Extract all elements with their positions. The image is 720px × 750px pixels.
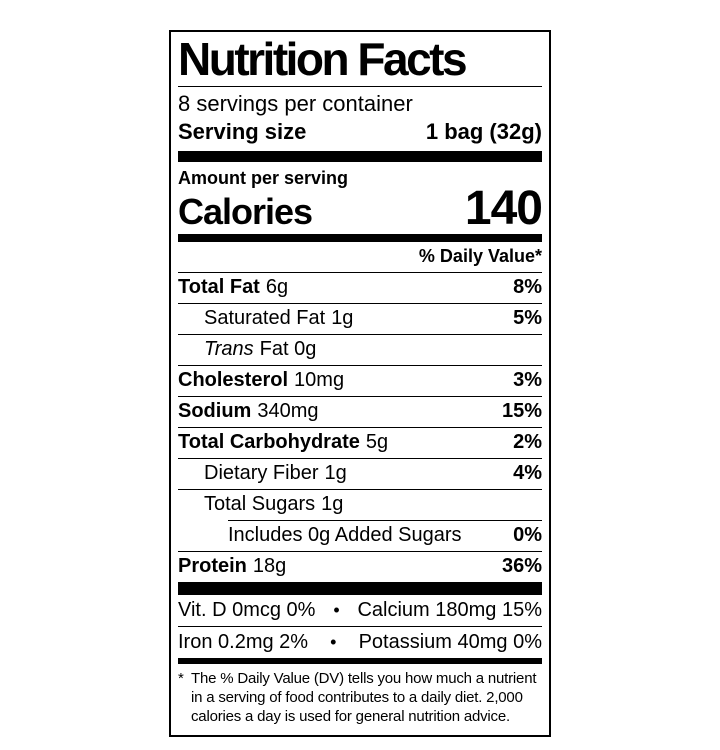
nutrient-row-added-sugars: Includes 0g Added Sugars 0% [178, 520, 542, 551]
nutrient-rows: Total Fat 6g 8% Saturated Fat 1g 5% Tran… [178, 272, 542, 582]
nutrient-name: Protein [178, 555, 247, 578]
nutrient-amount: 340mg [257, 400, 319, 423]
nutrient-name: Includes 0g Added Sugars [228, 524, 462, 547]
serving-size-row: Serving size 1 bag (32g) [178, 117, 542, 151]
footnote-text: The % Daily Value (DV) tells you how muc… [191, 670, 537, 726]
nutrient-row-sodium: Sodium 340mg 15% [178, 396, 542, 427]
nutrient-dv: 8% [513, 276, 542, 299]
nutrient-dv: 4% [513, 462, 542, 485]
nutrient-amount: 6g [265, 276, 289, 299]
potassium-value: Potassium 40mg 0% [358, 631, 542, 654]
nutrient-row-trans-fat: Trans Fat 0g [178, 334, 542, 365]
nutrient-dv: 15% [501, 400, 542, 423]
nutrient-amount: 1g [324, 462, 347, 485]
nutrient-dv: 36% [501, 555, 542, 578]
amount-per-serving-label: Amount per serving [178, 168, 349, 189]
nutrient-amount: 1g [321, 493, 344, 516]
daily-value-header: % Daily Value* [418, 246, 542, 267]
nutrient-dv: 0% [513, 524, 542, 547]
serving-size-label: Serving size [178, 119, 307, 145]
nutrient-amount: 1g [331, 307, 354, 330]
footnote: * The % Daily Value (DV) tells you how m… [178, 664, 542, 729]
nutrient-amount: Fat 0g [259, 338, 317, 361]
nutrient-name: Total Sugars [204, 493, 316, 516]
iron-value: Iron 0.2mg 2% [178, 631, 309, 654]
serving-size-value: 1 bag (32g) [425, 119, 542, 145]
section-divider-thick [178, 151, 542, 163]
nutrient-amount: 10mg [294, 369, 345, 392]
added-sugars-inner: Includes 0g Added Sugars 0% [228, 520, 542, 551]
nutrient-name: Cholesterol [178, 369, 289, 392]
nutrient-name: Saturated Fat [204, 307, 326, 330]
calories-label: Calories [178, 191, 313, 233]
nutrient-name: Total Fat [178, 276, 260, 299]
nutrient-dv: 3% [513, 369, 542, 392]
bullet-separator: • [333, 600, 340, 621]
section-divider-footnote [178, 658, 542, 665]
section-divider-medium [178, 234, 542, 243]
micronutrient-row-2: Iron 0.2mg 2% • Potassium 40mg 0% [178, 626, 542, 658]
nutrient-amount: 5g [365, 431, 389, 454]
nutrient-dv: 5% [513, 307, 542, 330]
nutrient-row-cholesterol: Cholesterol 10mg 3% [178, 365, 542, 396]
nutrient-name: Total Carbohydrate [178, 431, 360, 454]
footnote-marker: * [178, 670, 184, 688]
micronutrient-row-1: Vit. D 0mcg 0% • Calcium 180mg 15% [178, 595, 542, 626]
nutrition-facts-label: Nutrition Facts 8 servings per container… [169, 30, 551, 737]
calories-row: Calories 140 [178, 182, 543, 236]
nutrient-row-protein: Protein 18g 36% [178, 551, 542, 582]
calories-value: 140 [464, 182, 543, 236]
vitamin-d-value: Vit. D 0mcg 0% [178, 599, 316, 622]
bullet-separator: • [330, 632, 337, 653]
label-title: Nutrition Facts [178, 34, 542, 88]
calcium-value: Calcium 180mg 15% [357, 599, 542, 622]
nutrient-name: Sodium [178, 400, 252, 423]
nutrient-row-total-carbohydrate: Total Carbohydrate 5g 2% [178, 427, 542, 458]
servings-per-container: 8 servings per container [178, 91, 413, 117]
nutrient-name: Trans [204, 338, 254, 361]
nutrient-row-dietary-fiber: Dietary Fiber 1g 4% [178, 458, 542, 489]
nutrient-row-total-fat: Total Fat 6g 8% [178, 272, 542, 303]
section-divider-protein [178, 582, 542, 596]
nutrient-row-total-sugars: Total Sugars 1g [178, 489, 542, 520]
nutrient-row-saturated-fat: Saturated Fat 1g 5% [178, 303, 542, 334]
nutrient-name: Dietary Fiber [204, 462, 319, 485]
nutrient-amount: 18g [252, 555, 287, 578]
nutrient-dv: 2% [513, 431, 542, 454]
